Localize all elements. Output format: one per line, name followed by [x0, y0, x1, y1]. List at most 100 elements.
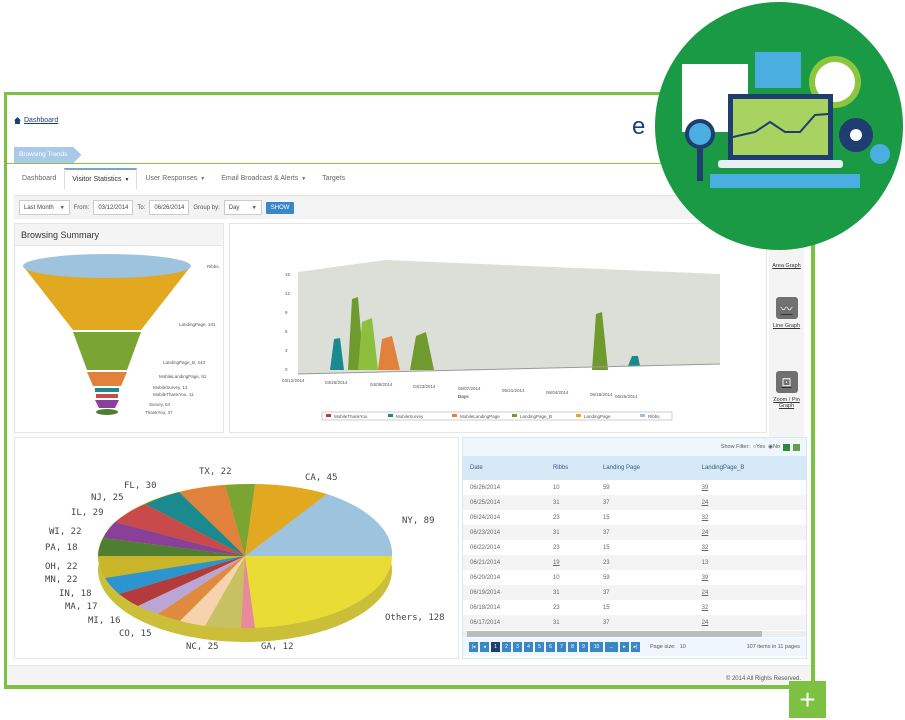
line-graph-button[interactable]: 〰 Line Graph: [769, 297, 804, 329]
pager: |◂ ◂ 1 2 3 4 5 6 7 8 9 10 ... ▸ ▸|: [469, 642, 640, 652]
page-7[interactable]: 7: [557, 642, 566, 652]
svg-text:MobileLandingPage: MobileLandingPage: [460, 414, 500, 419]
page-size-label: Page size:: [650, 644, 676, 650]
data-table: Date Ribbs Landing Page LandingPage_B 06…: [463, 456, 806, 630]
tab-visitor-statistics[interactable]: Visitor Statistics ▼: [64, 168, 138, 189]
page-4[interactable]: 4: [524, 642, 533, 652]
prev-page-button[interactable]: ◂: [480, 642, 489, 652]
expand-plus-button[interactable]: +: [789, 681, 826, 718]
svg-text:03/12/2014: 03/12/2014: [282, 378, 305, 383]
pager-summary: 107 items in 11 pages: [746, 644, 800, 650]
horizontal-scrollbar[interactable]: [463, 631, 806, 637]
svg-text:04/09/2014: 04/09/2014: [370, 382, 393, 387]
nav-tabs: Dashboard Visitor Statistics ▼ User Respo…: [14, 168, 353, 189]
area-chart: 15 12 9 6 3 0 03/12/2014 03/26/2014 04/0…: [282, 260, 721, 421]
page-6[interactable]: 6: [546, 642, 555, 652]
logo: e: [632, 113, 646, 140]
tab-targets[interactable]: Targets: [322, 175, 346, 182]
svg-text:MA, 17: MA, 17: [65, 602, 98, 612]
page-10[interactable]: 10: [590, 642, 603, 652]
svg-text:NY, 89: NY, 89: [402, 516, 435, 526]
divider: [7, 163, 811, 164]
page-1[interactable]: 1: [491, 642, 500, 652]
svg-text:06/26/2014: 06/26/2014: [615, 394, 638, 399]
svg-text:IN, 18: IN, 18: [59, 589, 92, 599]
page-8[interactable]: 8: [568, 642, 577, 652]
table-row: 06/20/2014 10 59 39: [470, 574, 709, 581]
footer: © 2014 All Rights Reserved.: [7, 665, 811, 685]
svg-text:MI, 16: MI, 16: [88, 616, 121, 626]
breadcrumb[interactable]: Dashboard: [14, 117, 58, 124]
svg-text:OH, 22: OH, 22: [45, 562, 78, 572]
table-row: 06/22/2014 23 15 32: [470, 544, 709, 551]
page-9[interactable]: 9: [579, 642, 588, 652]
tab-dashboard[interactable]: Dashboard: [22, 175, 57, 182]
next-page-button[interactable]: ▸: [620, 642, 629, 652]
svg-text:0: 0: [285, 367, 288, 372]
data-grid-panel: Show Filter: ○Yes ◉No Date Ribbs Landing…: [462, 437, 807, 659]
group-by-select[interactable]: Day ▼: [223, 200, 262, 215]
from-date-input[interactable]: 03/12/2014: [93, 200, 134, 215]
area-graph-button[interactable]: Area Graph: [772, 263, 801, 269]
column-header-landing-page[interactable]: Landing Page: [595, 456, 695, 480]
tab-user-responses[interactable]: User Responses ▼: [145, 175, 206, 182]
to-label: To:: [137, 204, 146, 211]
svg-text:Survey, 64: Survey, 64: [149, 402, 171, 407]
show-button[interactable]: SHOW: [265, 201, 295, 214]
more-pages[interactable]: ...: [605, 642, 618, 652]
svg-text:LandingPage: LandingPage: [584, 414, 611, 419]
column-header-ribbs[interactable]: Ribbs: [545, 456, 596, 480]
from-label: From:: [73, 204, 90, 211]
table-row: 06/26/2014 10 59 39: [470, 484, 709, 491]
svg-text:Days: Days: [458, 394, 469, 399]
page-3[interactable]: 3: [513, 642, 522, 652]
zoom-icon: ⊡: [775, 371, 798, 393]
svg-text:IL, 29: IL, 29: [71, 508, 104, 518]
breadcrumb-dashboard-link[interactable]: Dashboard: [24, 117, 59, 124]
svg-text:TX, 22: TX, 22: [199, 467, 232, 477]
page-2[interactable]: 2: [502, 642, 511, 652]
svg-text:NJ, 25: NJ, 25: [91, 493, 124, 503]
page-size-value[interactable]: 10: [679, 644, 686, 650]
svg-text:Ribbs: Ribbs: [648, 414, 660, 419]
svg-text:05/07/2014: 05/07/2014: [458, 386, 481, 391]
funnel-chart: Ribbs, LandingPage, 341 LandingPage_B, 2…: [23, 254, 220, 415]
tab-email-broadcast[interactable]: Email Broadcast & Alerts ▼: [221, 175, 307, 182]
area-chart-panel: 15 12 9 6 3 0 03/12/2014 03/26/2014 04/0…: [229, 223, 767, 433]
last-page-button[interactable]: ▸|: [631, 642, 640, 652]
table-row: 06/25/2014 31 37 24: [463, 495, 806, 510]
svg-text:MobileThankYou: MobileThankYou: [334, 414, 368, 419]
svg-text:15: 15: [285, 272, 291, 277]
column-header-landing-page-b[interactable]: LandingPage_B: [694, 456, 806, 480]
svg-text:MN, 22: MN, 22: [45, 575, 78, 585]
section-tag: Browsing Trends: [14, 147, 82, 163]
svg-text:06/18/2014: 06/18/2014: [590, 392, 613, 397]
svg-text:MobileThankYou, 11: MobileThankYou, 11: [153, 392, 194, 397]
state-pie-panel: TX, 22 CA, 45 NY, 89 FL, 30 NJ, 25 IL, 2…: [14, 437, 459, 659]
table-row: 06/17/2014 31 37 24: [463, 615, 806, 630]
svg-text:9: 9: [285, 310, 288, 315]
filter-no-radio[interactable]: ◉No: [768, 444, 780, 450]
pager-bar: |◂ ◂ 1 2 3 4 5 6 7 8 9 10 ... ▸ ▸| Page …: [463, 638, 806, 656]
svg-text:12: 12: [285, 291, 291, 296]
first-page-button[interactable]: |◂: [469, 642, 478, 652]
svg-text:WI, 22: WI, 22: [49, 527, 82, 537]
svg-text:05/21/2014: 05/21/2014: [502, 388, 525, 393]
svg-text:GA, 12: GA, 12: [261, 642, 294, 652]
zoom-pin-graph-button[interactable]: ⊡ Zoom / Pin Graph: [769, 371, 804, 409]
line-graph-icon: 〰: [775, 297, 798, 319]
csv-export-icon[interactable]: [793, 443, 800, 451]
excel-export-icon[interactable]: [783, 443, 790, 451]
svg-text:MobileSurvey, 13: MobileSurvey, 13: [153, 385, 188, 390]
analytics-illustration-badge: [655, 2, 903, 250]
range-select[interactable]: Last Month ▼: [19, 200, 70, 215]
analytics-illustration: [682, 52, 890, 188]
svg-text:LandingPage, 341: LandingPage, 341: [179, 322, 216, 327]
page-5[interactable]: 5: [535, 642, 544, 652]
filter-yes-radio[interactable]: ○Yes: [752, 444, 766, 450]
column-header-date[interactable]: Date: [463, 456, 546, 480]
group-by-label: Group by:: [193, 204, 220, 211]
svg-text:ThankYou, 37: ThankYou, 37: [145, 410, 173, 415]
to-date-input[interactable]: 06/26/2014: [149, 200, 190, 215]
svg-text:FL, 30: FL, 30: [124, 481, 157, 491]
